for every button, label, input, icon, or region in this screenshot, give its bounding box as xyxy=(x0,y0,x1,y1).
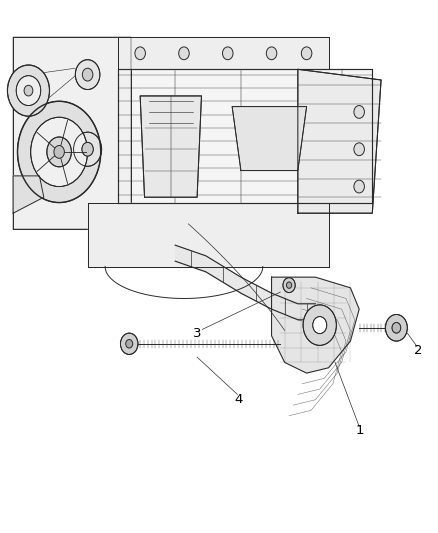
Circle shape xyxy=(82,68,93,81)
Circle shape xyxy=(301,47,312,60)
Circle shape xyxy=(54,146,64,158)
Polygon shape xyxy=(232,107,307,171)
Polygon shape xyxy=(88,203,328,266)
Text: 1: 1 xyxy=(356,424,364,437)
Circle shape xyxy=(354,106,364,118)
Circle shape xyxy=(47,137,71,167)
Polygon shape xyxy=(272,277,359,373)
Circle shape xyxy=(283,278,295,293)
Polygon shape xyxy=(13,37,131,229)
Circle shape xyxy=(135,47,145,60)
Circle shape xyxy=(16,76,41,106)
Circle shape xyxy=(179,47,189,60)
Polygon shape xyxy=(140,96,201,197)
Circle shape xyxy=(75,60,100,90)
Circle shape xyxy=(7,65,49,116)
Circle shape xyxy=(392,322,401,333)
Text: 4: 4 xyxy=(234,393,243,406)
Circle shape xyxy=(354,180,364,193)
Polygon shape xyxy=(13,176,44,213)
Circle shape xyxy=(354,143,364,156)
Circle shape xyxy=(126,340,133,348)
Circle shape xyxy=(74,132,102,166)
Circle shape xyxy=(223,47,233,60)
Polygon shape xyxy=(118,37,328,69)
Circle shape xyxy=(286,282,292,288)
Circle shape xyxy=(266,47,277,60)
Text: 2: 2 xyxy=(414,344,423,357)
Circle shape xyxy=(24,85,33,96)
Circle shape xyxy=(385,314,407,341)
Polygon shape xyxy=(298,69,381,213)
Circle shape xyxy=(82,142,93,156)
Circle shape xyxy=(18,101,101,203)
Polygon shape xyxy=(118,69,372,203)
Circle shape xyxy=(303,305,336,345)
Text: 3: 3 xyxy=(193,327,201,340)
Circle shape xyxy=(31,117,88,187)
Circle shape xyxy=(120,333,138,354)
Circle shape xyxy=(313,317,327,334)
